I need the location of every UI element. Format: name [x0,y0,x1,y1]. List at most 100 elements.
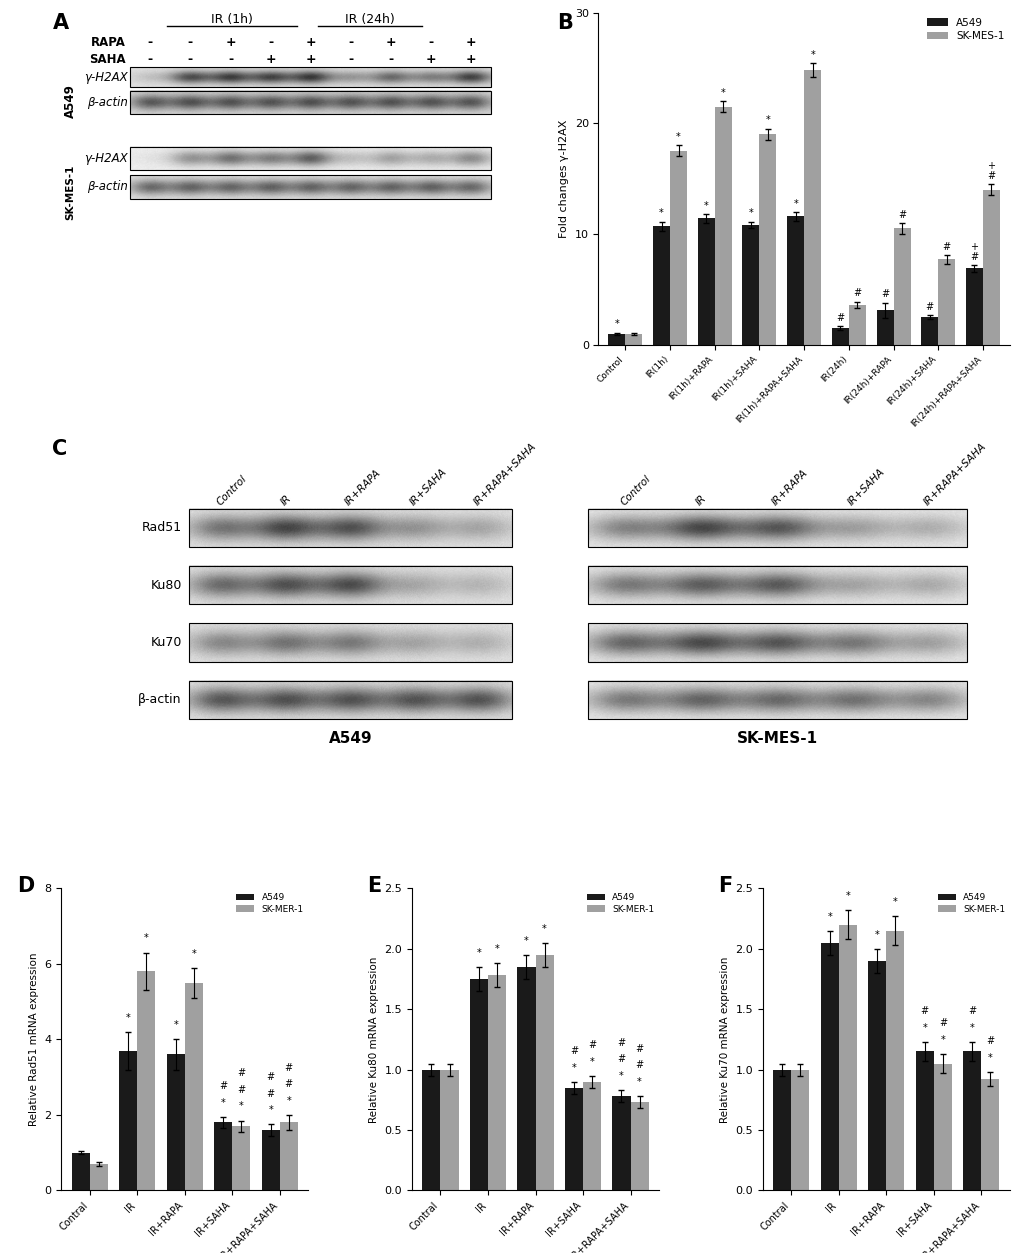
Text: #: # [920,1006,928,1016]
Text: γ-H2AX: γ-H2AX [85,152,128,165]
Text: *: * [703,200,708,211]
Text: A549: A549 [328,732,372,746]
Text: IR (24h): IR (24h) [344,13,394,26]
Bar [565,1088,583,1190]
Text: SK-MES-1: SK-MES-1 [736,732,817,746]
Text: IR: IR [278,492,293,507]
Text: #: # [635,1060,643,1070]
Text: E: E [367,876,381,896]
Text: #: # [284,1063,292,1073]
Bar [652,227,669,345]
Bar [190,680,512,719]
Text: #: # [937,1019,946,1029]
Text: +: + [265,53,275,65]
Bar [669,150,687,345]
Text: *: * [494,945,499,955]
Text: IR+RAPA: IR+RAPA [343,467,383,507]
Legend: A549, SK-MER-1: A549, SK-MER-1 [236,893,304,913]
Legend: A549, SK-MER-1: A549, SK-MER-1 [936,893,1005,913]
Y-axis label: Fold changes γ-H2AX: Fold changes γ-H2AX [558,119,569,238]
Text: #: # [616,1037,625,1048]
Text: #: # [942,242,950,252]
Text: SAHA: SAHA [90,53,126,65]
Bar [742,226,759,345]
Text: #: # [880,289,889,299]
Bar [535,955,553,1190]
Bar [232,1126,250,1190]
Bar [625,333,642,345]
Text: IR+RAPA+SAHA: IR+RAPA+SAHA [472,441,538,507]
Y-axis label: Relative Rad51 mRNA expression: Relative Rad51 mRNA expression [29,952,39,1126]
Text: *: * [476,947,481,957]
Text: SK-MES-1: SK-MES-1 [65,164,75,219]
Text: -: - [388,53,393,65]
Text: IR: IR [694,492,708,507]
Text: *: * [542,923,546,933]
Text: *: * [765,115,769,125]
Text: Control: Control [214,474,248,507]
Bar [184,982,203,1190]
Text: A549: A549 [64,84,77,118]
Text: #: # [897,209,905,219]
Text: +: + [225,36,235,49]
Text: #: # [967,1006,975,1016]
Text: *: * [892,897,897,907]
Text: Rad51: Rad51 [142,521,181,535]
Text: *: * [940,1035,945,1045]
Text: *: * [658,208,663,218]
Bar [517,967,535,1190]
Bar [937,259,955,345]
Text: *: * [987,1053,991,1063]
Legend: A549, SK-MES-1: A549, SK-MES-1 [926,18,1004,41]
Text: IR+RAPA+SAHA: IR+RAPA+SAHA [921,441,987,507]
Text: D: D [16,876,34,896]
Text: +: + [305,36,316,49]
Text: IR+RAPA: IR+RAPA [769,467,809,507]
Bar [607,333,625,345]
Text: *: * [720,88,725,98]
Legend: A549, SK-MER-1: A549, SK-MER-1 [587,893,654,913]
Bar [867,961,886,1190]
Bar [820,942,838,1190]
Bar [470,979,487,1190]
Text: +: + [465,53,476,65]
Bar [487,975,505,1190]
Text: *: * [637,1078,641,1088]
Bar [214,1123,232,1190]
Bar [587,680,966,719]
Text: -: - [428,36,433,49]
Text: *: * [969,1022,974,1032]
Text: F: F [717,876,732,896]
Bar [697,218,714,345]
Text: #: # [587,1040,595,1050]
Bar [893,228,910,345]
Y-axis label: Relative Ku70 mRNA expression: Relative Ku70 mRNA expression [719,956,729,1123]
Text: IR+SAHA: IR+SAHA [408,466,448,507]
Text: IR+SAHA: IR+SAHA [846,466,887,507]
Text: -: - [227,53,232,65]
Text: IR (1h): IR (1h) [211,13,253,26]
Bar [932,1064,951,1190]
Text: *: * [571,1063,576,1073]
Text: -: - [187,36,193,49]
Text: #: # [266,1073,274,1083]
Text: *: * [144,933,149,944]
Bar [279,1123,298,1190]
Bar [980,1079,999,1190]
Text: β-actin: β-actin [138,693,181,707]
Text: B: B [556,13,573,33]
Bar [787,217,803,345]
Text: -: - [148,36,153,49]
Bar [587,624,966,662]
Text: #: # [237,1085,246,1095]
Text: *: * [748,208,753,218]
Bar [915,1051,932,1190]
Text: *: * [809,50,814,60]
Text: *: * [613,320,619,330]
Text: *: * [826,912,832,921]
Bar [71,1153,90,1190]
Bar [587,566,966,604]
Bar [190,509,512,548]
Text: *: * [125,1012,130,1022]
Bar [791,1070,808,1190]
